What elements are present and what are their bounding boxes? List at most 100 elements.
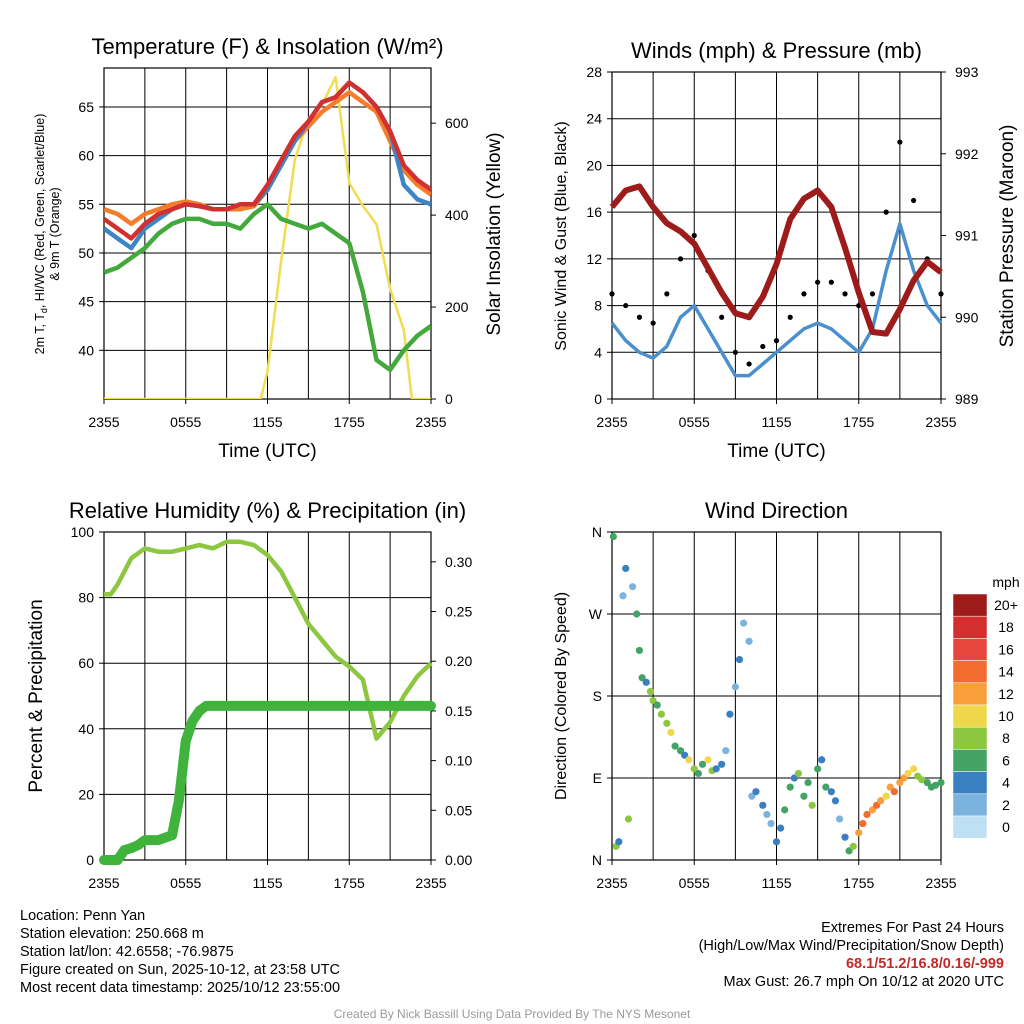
y2-tick-label: 400 bbox=[445, 207, 469, 223]
direction-point bbox=[609, 532, 617, 541]
direction-point bbox=[653, 701, 661, 709]
direction-point bbox=[882, 792, 890, 800]
y2-tick-label: 0 bbox=[445, 391, 453, 407]
direction-point bbox=[615, 838, 623, 846]
y-tick-label: 8 bbox=[594, 298, 602, 314]
direction-point bbox=[633, 610, 641, 618]
y-tick-label: N bbox=[592, 524, 602, 540]
direction-point bbox=[777, 824, 785, 832]
elevation-text: Station elevation: 250.668 m bbox=[20, 926, 204, 942]
chart-title: Temperature (F) & Insolation (W/m²) bbox=[91, 34, 443, 59]
colorbar-swatch bbox=[952, 638, 988, 661]
direction-point bbox=[628, 583, 637, 591]
direction-point bbox=[657, 710, 665, 718]
series-line-2m-temperature bbox=[104, 80, 431, 241]
gust-point bbox=[801, 291, 807, 297]
created-text: Figure created on Sun, 2025-10-12, at 23… bbox=[20, 962, 340, 978]
gust-point bbox=[938, 291, 944, 297]
y-tick-label: S bbox=[593, 688, 602, 704]
gust-point bbox=[719, 314, 725, 320]
y-tick-label: 24 bbox=[586, 111, 602, 127]
direction-point bbox=[694, 769, 702, 778]
y-tick-label: 55 bbox=[78, 196, 94, 212]
x-axis-label: Time (UTC) bbox=[727, 441, 826, 462]
panel-4: Wind Direction 2355 0555 1155 1755 2355 N E S W N D… bbox=[553, 498, 1020, 891]
extremes-values: 68.1/51.2/16.8/0.16/-999 bbox=[845, 956, 1004, 972]
direction-point bbox=[808, 801, 816, 809]
y2-tick-label: 200 bbox=[445, 299, 469, 315]
y-tick-label: 60 bbox=[78, 148, 94, 164]
colorbar-label: 14 bbox=[998, 664, 1014, 680]
y-tick-label: 16 bbox=[586, 204, 602, 220]
y-tick-label: 40 bbox=[78, 721, 94, 737]
y-tick-label: 12 bbox=[586, 251, 602, 267]
panel-2: Winds (mph) & Pressure (mb) 2355 0555 1155 1… bbox=[553, 38, 1018, 462]
y-tick-label: 80 bbox=[78, 590, 94, 606]
direction-point bbox=[767, 819, 775, 828]
direction-point bbox=[740, 619, 748, 627]
y2-tick-label: 0.15 bbox=[445, 703, 472, 719]
colorbar-swatch bbox=[952, 793, 988, 817]
y-tick-label: 0 bbox=[86, 852, 94, 868]
y-tick-label: 45 bbox=[78, 294, 94, 310]
direction-point bbox=[646, 687, 654, 696]
colorbar-label: 20+ bbox=[994, 597, 1018, 613]
y2-tick-label: 0.05 bbox=[445, 802, 472, 818]
direction-point bbox=[937, 778, 945, 787]
y-tick-label: N bbox=[592, 852, 602, 868]
x-tick-label: 2355 bbox=[415, 875, 446, 891]
gust-point bbox=[677, 256, 684, 262]
y2-axis-label: Solar Insolation (Yellow) bbox=[484, 132, 505, 335]
y-tick-label: 65 bbox=[78, 99, 94, 115]
y-tick-label: W bbox=[589, 606, 603, 622]
x-tick-label: 0555 bbox=[679, 414, 710, 430]
direction-point bbox=[804, 778, 812, 787]
direction-point bbox=[859, 819, 867, 828]
direction-point bbox=[909, 765, 918, 773]
direction-point bbox=[855, 829, 863, 837]
x-tick-label: 2355 bbox=[88, 875, 119, 891]
y2-tick-label: 0.00 bbox=[445, 852, 472, 868]
y2-tick-label: 989 bbox=[955, 391, 979, 407]
x-tick-label: 1155 bbox=[761, 414, 791, 430]
colorbar-label: 0 bbox=[1002, 819, 1010, 835]
series-line-station-pressure bbox=[609, 183, 943, 337]
direction-point bbox=[800, 792, 808, 800]
recent-data-text: Most recent data timestamp: 2025/10/12 2… bbox=[20, 980, 341, 996]
gust-point bbox=[760, 343, 766, 350]
gust-point bbox=[746, 361, 752, 367]
direction-point bbox=[667, 728, 675, 737]
extremes-description: (High/Low/Max Wind/Precipitation/Snow De… bbox=[698, 938, 1004, 954]
colorbar-label: 16 bbox=[998, 641, 1014, 657]
direction-point bbox=[642, 678, 650, 686]
direction-point bbox=[849, 842, 857, 850]
x-tick-label: 2355 bbox=[596, 414, 627, 430]
colorbar-label: 4 bbox=[1002, 775, 1010, 791]
colorbar-label: 12 bbox=[998, 686, 1014, 702]
direction-point bbox=[731, 683, 739, 691]
y-tick-label: 50 bbox=[78, 245, 94, 261]
colorbar-swatch bbox=[952, 815, 988, 839]
direction-point bbox=[663, 719, 671, 727]
direction-point bbox=[712, 765, 720, 773]
gust-point bbox=[883, 209, 889, 215]
direction-point bbox=[786, 783, 794, 791]
y-tick-label: 0 bbox=[594, 391, 602, 407]
latlon-text: Station lat/lon: 42.6558; -76.9875 bbox=[20, 944, 234, 960]
panel-1: Temperature (F) & Insolation (W/m²) 2355 0… bbox=[33, 34, 505, 462]
max-gust-text: Max Gust: 26.7 mph On 10/12 at 2020 UTC bbox=[723, 974, 1004, 990]
location-text: Location: Penn Yan bbox=[20, 908, 146, 924]
direction-point bbox=[877, 797, 885, 805]
y2-axis-label: Station Pressure (Maroon) bbox=[997, 125, 1018, 348]
direction-point bbox=[671, 742, 679, 750]
gust-point bbox=[650, 320, 656, 326]
direction-point bbox=[863, 810, 871, 819]
direction-point bbox=[835, 815, 844, 823]
x-tick-label: 1755 bbox=[334, 875, 365, 891]
gust-point bbox=[842, 291, 848, 297]
y-tick-label: 20 bbox=[586, 157, 602, 173]
direction-point bbox=[918, 776, 926, 784]
gust-point bbox=[664, 291, 670, 297]
direction-point bbox=[827, 788, 835, 796]
